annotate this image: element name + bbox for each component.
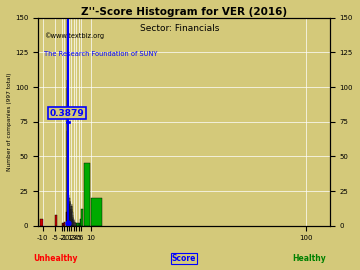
- Bar: [64, 222, 66, 226]
- Bar: [63, 223, 64, 226]
- Bar: [66, 212, 67, 226]
- Title: Z''-Score Histogram for VER (2016): Z''-Score Histogram for VER (2016): [81, 7, 287, 17]
- Bar: [77, 223, 78, 226]
- Text: 0.3879: 0.3879: [50, 109, 85, 117]
- Bar: [81, 209, 83, 226]
- Text: The Research Foundation of SUNY: The Research Foundation of SUNY: [44, 51, 157, 57]
- Text: Unhealthy: Unhealthy: [33, 254, 78, 263]
- Bar: [76, 223, 77, 226]
- Y-axis label: Number of companies (997 total): Number of companies (997 total): [7, 72, 12, 171]
- Bar: [74, 222, 75, 226]
- Bar: [91, 198, 102, 226]
- Bar: [79, 223, 80, 226]
- Bar: [40, 219, 42, 226]
- Bar: [80, 219, 81, 226]
- Bar: [75, 223, 76, 226]
- Text: ©www.textbiz.org: ©www.textbiz.org: [44, 32, 104, 39]
- Bar: [62, 223, 63, 226]
- Text: Healthy: Healthy: [293, 254, 326, 263]
- Text: Score: Score: [172, 254, 196, 263]
- Bar: [55, 215, 57, 226]
- Text: Sector: Financials: Sector: Financials: [140, 24, 220, 33]
- Bar: [84, 163, 90, 226]
